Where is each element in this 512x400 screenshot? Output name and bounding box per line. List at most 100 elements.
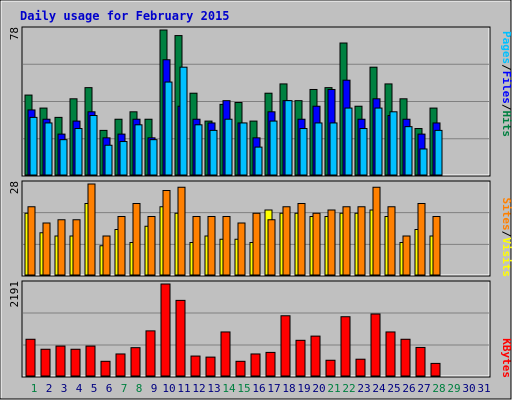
bar-kbytes-day-13: [205, 356, 216, 377]
bar-kbytes-day-4: [70, 348, 81, 377]
bar-sites-day-19: [297, 203, 306, 276]
bar-sites-day-18: [282, 206, 291, 276]
legend-visits: Visits: [500, 237, 512, 277]
x-tick-label-25: 25: [387, 382, 400, 395]
panel-visits-sites: 28: [8, 180, 491, 277]
x-tick-label-9: 9: [151, 382, 158, 395]
bar-kbytes-day-27: [415, 346, 426, 377]
bar-pages-day-5: [89, 115, 98, 176]
bar-pages-day-13: [209, 129, 218, 176]
bar-sites-day-14: [222, 216, 231, 276]
x-tick-label-7: 7: [121, 382, 128, 395]
bar-sites-day-10: [162, 190, 171, 276]
bar-pages-day-8: [134, 124, 143, 176]
bar-pages-day-11: [179, 66, 188, 176]
bar-kbytes-day-1: [25, 338, 36, 377]
bar-kbytes-day-25: [385, 331, 396, 377]
bar-pages-day-28: [434, 129, 443, 176]
bar-sites-day-1: [27, 206, 36, 276]
bar-kbytes-day-3: [55, 345, 66, 377]
bar-sites-day-8: [132, 203, 141, 276]
x-tick-label-2: 2: [46, 382, 53, 395]
bar-pages-day-15: [239, 122, 248, 176]
bar-pages-day-26: [404, 126, 413, 176]
bar-pages-day-25: [389, 111, 398, 176]
x-tick-label-4: 4: [76, 382, 83, 395]
bar-pages-day-6: [104, 144, 113, 176]
bar-sites-day-27: [417, 203, 426, 276]
bar-pages-day-21: [329, 122, 338, 176]
bar-kbytes-day-12: [190, 355, 201, 377]
bar-kbytes-day-28: [430, 362, 441, 377]
bar-sites-day-16: [252, 212, 261, 276]
bar-sites-day-6: [102, 235, 111, 276]
svg-text:Pages/Files/Hits: Pages/Files/Hits: [500, 31, 512, 137]
bar-sites-day-15: [237, 222, 246, 276]
chart-title: Daily usage for February 2015: [20, 9, 230, 23]
bar-kbytes-day-2: [40, 348, 51, 377]
bar-sites-day-7: [117, 216, 126, 276]
bar-pages-day-10: [164, 81, 173, 176]
bar-kbytes-day-9: [145, 330, 156, 377]
x-tick-label-21: 21: [327, 382, 340, 395]
x-tick-label-6: 6: [106, 382, 113, 395]
x-tick-label-10: 10: [162, 382, 175, 395]
x-tick-label-8: 8: [136, 382, 143, 395]
legend-sites: Sites: [500, 198, 512, 231]
x-tick-label-28: 28: [432, 382, 445, 395]
bar-sites-day-4: [72, 219, 81, 276]
x-tick-label-5: 5: [91, 382, 98, 395]
bar-sites-day-20: [312, 212, 321, 276]
panel-hits-files-pages: 78: [8, 26, 491, 177]
legend-bottom: KBytes: [500, 338, 512, 378]
bar-kbytes-day-26: [400, 338, 411, 377]
bar-kbytes-day-19: [295, 339, 306, 377]
bar-kbytes-day-10: [160, 283, 171, 377]
bar-pages-day-4: [74, 128, 83, 176]
x-tick-label-13: 13: [207, 382, 220, 395]
bar-pages-day-24: [374, 107, 383, 176]
legend-mid: Sites/Visits: [500, 198, 512, 278]
bar-sites-day-17: [267, 219, 276, 276]
bar-sites-day-26: [402, 235, 411, 276]
bar-pages-day-1: [29, 116, 38, 176]
bar-kbytes-day-20: [310, 335, 321, 377]
x-tick-label-26: 26: [402, 382, 415, 395]
x-tick-label-18: 18: [282, 382, 295, 395]
bar-pages-day-27: [419, 148, 428, 176]
bar-sites-day-5: [87, 183, 96, 276]
bar-pages-day-3: [59, 139, 68, 176]
bar-kbytes-day-23: [355, 358, 366, 377]
x-tick-label-24: 24: [372, 382, 386, 395]
bar-pages-day-9: [149, 139, 158, 176]
bar-pages-day-22: [344, 107, 353, 176]
bar-pages-day-17: [269, 120, 278, 176]
bar-pages-day-12: [194, 124, 203, 176]
bar-sites-day-28: [432, 216, 441, 276]
bar-kbytes-day-15: [235, 360, 246, 377]
x-tick-label-11: 11: [177, 382, 190, 395]
bar-sites-day-3: [57, 219, 66, 276]
x-tick-label-14: 14: [222, 382, 236, 395]
bar-sites-day-25: [387, 206, 396, 276]
y-max-label: 28: [8, 181, 21, 194]
svg-text:Sites/Visits: Sites/Visits: [500, 198, 512, 278]
x-tick-label-16: 16: [252, 382, 265, 395]
bar-sites-day-12: [192, 216, 201, 276]
bar-kbytes-day-5: [85, 345, 96, 377]
x-tick-label-30: 30: [462, 382, 475, 395]
x-tick-label-17: 17: [267, 382, 280, 395]
bar-sites-day-23: [357, 206, 366, 276]
x-tick-label-12: 12: [192, 382, 205, 395]
bar-pages-day-2: [44, 122, 53, 176]
bar-kbytes-day-7: [115, 353, 126, 377]
x-tick-label-1: 1: [31, 382, 38, 395]
bar-kbytes-day-8: [130, 347, 141, 377]
bar-kbytes-day-14: [220, 331, 231, 377]
legend-kbytes: KBytes: [500, 338, 512, 378]
bar-kbytes-day-24: [370, 313, 381, 377]
svg-text:KBytes: KBytes: [500, 338, 512, 378]
bar-kbytes-day-6: [100, 360, 111, 377]
x-tick-label-23: 23: [357, 382, 370, 395]
